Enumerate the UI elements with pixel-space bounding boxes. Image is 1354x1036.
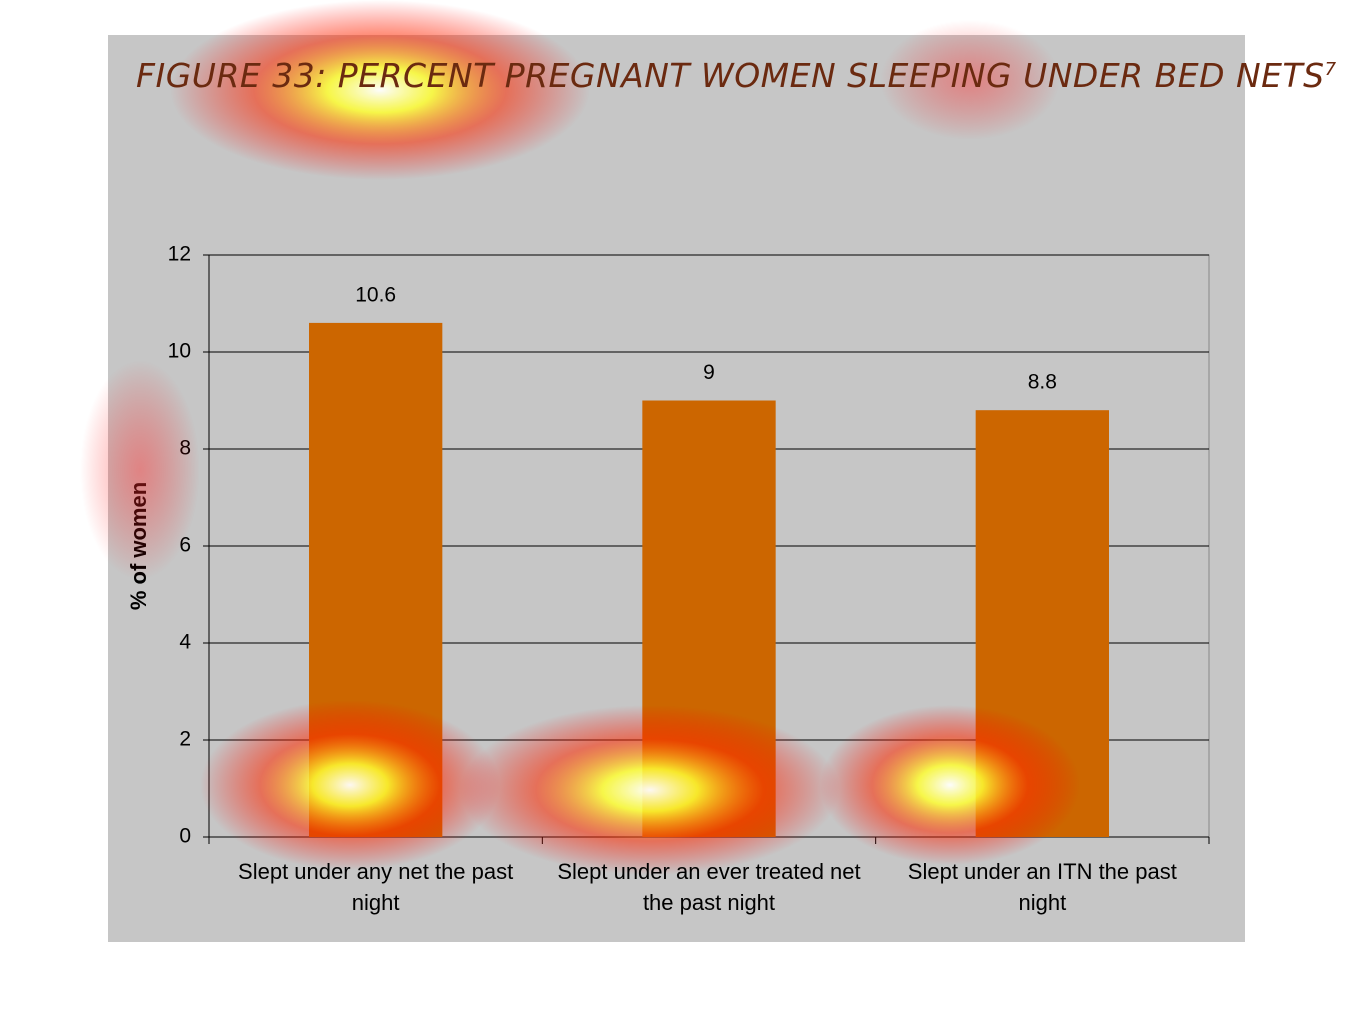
x-tick-label: Slept under an ever treated net the past… xyxy=(557,859,861,915)
chart-title: FIGURE 33: PERCENT PREGNANT WOMEN SLEEPI… xyxy=(136,44,1354,102)
title-note: 7 xyxy=(1324,59,1337,80)
y-tick-label: 4 xyxy=(179,631,191,654)
value-label: 9 xyxy=(703,361,715,384)
y-tick-label: 12 xyxy=(168,243,191,266)
title-text: FIGURE 33: PERCENT PREGNANT WOMEN SLEEPI… xyxy=(136,56,1325,95)
value-label: 8.8 xyxy=(1028,371,1057,394)
x-tick-label: Slept under any net the past night xyxy=(238,859,514,915)
y-tick-label: 10 xyxy=(168,340,191,363)
heat-blob xyxy=(170,0,590,180)
heat-blob xyxy=(820,705,1080,865)
heat-blob xyxy=(880,20,1060,140)
x-tick-label: Slept under an ITN the past night xyxy=(907,859,1177,915)
heat-blob xyxy=(80,360,200,580)
value-label: 10.6 xyxy=(355,283,396,306)
y-tick-label: 0 xyxy=(179,825,191,848)
heat-blob xyxy=(460,705,840,875)
y-tick-label: 2 xyxy=(179,728,191,751)
y-tick-label: 6 xyxy=(179,534,191,557)
heatmap xyxy=(80,0,1080,875)
heat-blob xyxy=(200,700,500,870)
